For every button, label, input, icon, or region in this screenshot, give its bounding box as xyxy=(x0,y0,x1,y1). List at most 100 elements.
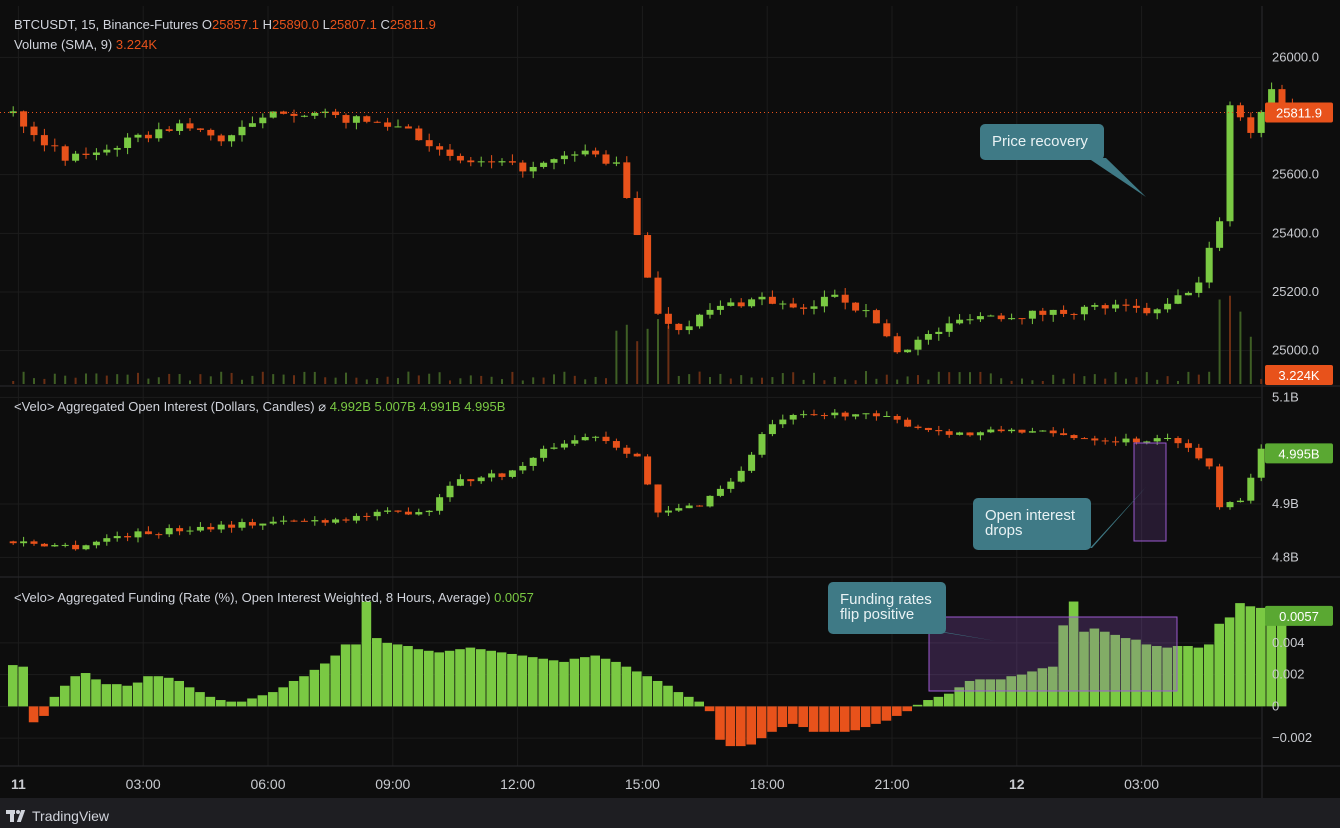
funding-flip-annotation-box xyxy=(828,582,946,634)
price-candle xyxy=(30,126,38,136)
funding-axis-tick-label: 0.004 xyxy=(1272,635,1305,650)
oi-candle xyxy=(498,473,506,477)
oi-candle xyxy=(976,432,984,436)
volume-bar xyxy=(979,371,982,384)
volume-bar xyxy=(937,371,940,384)
oi-candle xyxy=(758,434,766,455)
price-candle xyxy=(789,303,797,308)
funding-bar xyxy=(725,706,736,747)
funding-bar xyxy=(91,679,101,707)
price-candle xyxy=(540,162,548,167)
oi-drop-annotation-text: drops xyxy=(985,522,1023,539)
funding-bar xyxy=(1120,638,1131,707)
oi-candle xyxy=(768,424,776,435)
volume-bar xyxy=(334,377,337,384)
oi-candle xyxy=(841,412,849,417)
funding-legend: <Velo> Aggregated Funding (Rate (%), Ope… xyxy=(14,590,534,605)
oi-candle xyxy=(852,414,860,417)
oi-candle xyxy=(737,470,745,482)
funding-bar xyxy=(944,693,954,707)
volume-bar xyxy=(95,373,98,384)
oi-candle xyxy=(467,479,475,482)
funding-bar xyxy=(808,706,819,732)
funding-axis-tick-label: 0.002 xyxy=(1272,667,1305,682)
funding-bar xyxy=(1058,625,1068,707)
oi-candle xyxy=(165,528,173,535)
price-candle xyxy=(841,294,849,303)
volume-bar xyxy=(698,371,701,384)
funding-bar xyxy=(361,601,372,707)
price-candle xyxy=(134,134,142,138)
oi-candle xyxy=(1153,438,1161,442)
price-candle xyxy=(519,162,527,172)
funding-bar xyxy=(673,692,684,707)
oi-candle xyxy=(394,510,402,512)
oi-candle xyxy=(456,479,464,486)
oi-candle xyxy=(883,416,891,418)
high-label: H xyxy=(263,17,272,32)
price-candle xyxy=(1060,309,1068,314)
volume-bar xyxy=(178,374,181,384)
volume-bar xyxy=(771,377,774,384)
volume-bar xyxy=(865,371,867,384)
price-axis-tick-label: 25400.0 xyxy=(1272,225,1319,240)
oi-candle xyxy=(321,520,329,523)
volume-bar xyxy=(719,373,722,384)
volume-bar xyxy=(854,380,857,384)
price-candle xyxy=(498,161,506,163)
tradingview-footer[interactable]: TradingView xyxy=(6,806,109,826)
volume-bar xyxy=(355,377,358,384)
volume-bar xyxy=(12,380,15,384)
price-candle xyxy=(1091,305,1099,307)
price-candle xyxy=(238,126,246,136)
volume-bar xyxy=(417,375,420,384)
price-candle xyxy=(92,152,100,155)
price-candle xyxy=(758,296,766,300)
volume-bar xyxy=(761,377,763,384)
oi-candle xyxy=(893,416,901,420)
oi-candle xyxy=(685,505,693,509)
price-candle xyxy=(883,323,891,337)
oi-candle xyxy=(144,531,152,535)
price-candle xyxy=(633,197,641,236)
funding-bar xyxy=(278,687,288,707)
volume-bar xyxy=(220,371,223,384)
price-candle xyxy=(72,153,80,161)
funding-bar xyxy=(569,658,580,707)
oi-candle xyxy=(373,511,381,517)
funding-bar xyxy=(715,706,725,740)
oi-candle xyxy=(290,520,298,522)
volume-bar xyxy=(189,380,191,384)
funding-bar xyxy=(1235,603,1245,707)
oi-candle xyxy=(820,415,828,417)
funding-bar xyxy=(704,706,715,712)
oi-candle xyxy=(311,520,319,522)
funding-bar xyxy=(964,680,975,707)
oi-candle xyxy=(238,522,246,528)
funding-bar xyxy=(299,676,309,707)
volume-bar xyxy=(1093,374,1096,384)
volume-bar xyxy=(376,378,379,384)
funding-bar xyxy=(600,658,611,707)
funding-bar xyxy=(1224,617,1235,707)
oi-candle xyxy=(654,484,662,513)
price-candle xyxy=(9,111,17,114)
oi-candle xyxy=(248,522,256,526)
funding-bar xyxy=(330,655,340,707)
funding-bar xyxy=(1256,607,1266,707)
funding-bar xyxy=(1037,668,1048,707)
price-candle xyxy=(1247,117,1255,133)
funding-bar xyxy=(684,696,694,707)
price-candle xyxy=(592,150,600,155)
price-candle xyxy=(779,303,787,305)
volume-bar xyxy=(677,375,680,384)
volume-bar xyxy=(501,379,503,384)
volume-bar xyxy=(584,379,587,384)
funding-bar xyxy=(528,657,538,707)
oi-candle xyxy=(633,453,641,457)
price-candle xyxy=(207,129,215,136)
time-axis-label: 15:00 xyxy=(625,776,660,792)
funding-flip-annotation-text: flip positive xyxy=(840,606,914,623)
volume-bar xyxy=(833,376,836,384)
